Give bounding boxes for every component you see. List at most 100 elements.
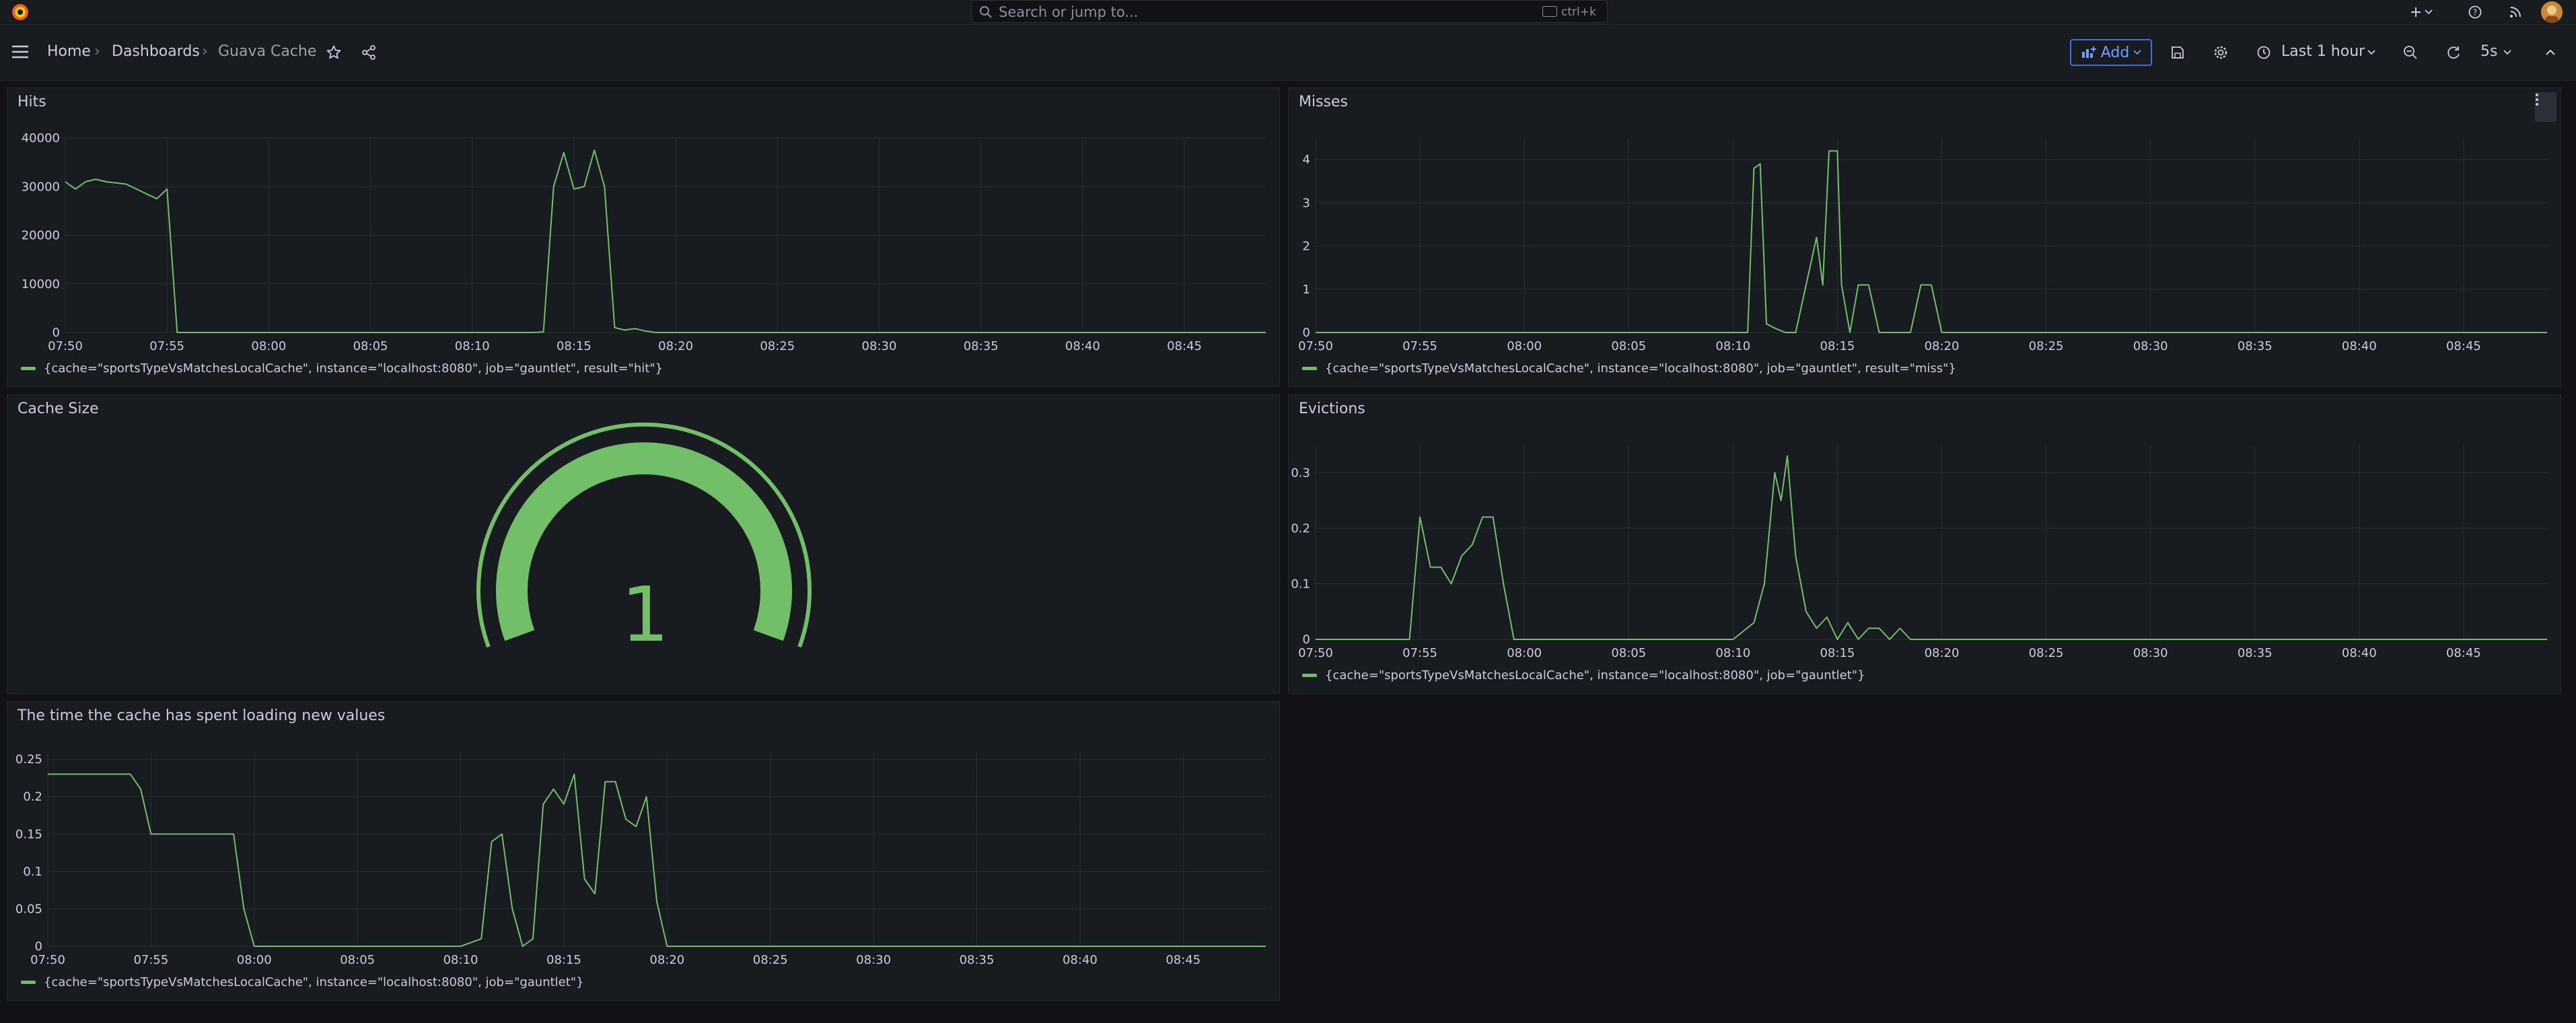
- x-tick-label: 08:45: [1166, 953, 1201, 967]
- y-tick-label: 0: [35, 940, 42, 954]
- x-tick-label: 07:55: [1402, 339, 1437, 353]
- panel-title: Cache Size: [17, 400, 99, 417]
- legend-item[interactable]: {cache="sportsTypeVsMatchesLocalCache", …: [21, 975, 584, 989]
- evictions-chart[interactable]: 0 0.1 0.2 0.3 07:50 07:55 08:00 08:05 08:10 08:15…: [1289, 395, 2562, 695]
- x-tick-label: 08:40: [1065, 339, 1100, 353]
- x-tick-label: 08:15: [1820, 339, 1855, 353]
- collapse-toolbar-button[interactable]: [2540, 42, 2561, 63]
- chevron-down-icon: [2133, 50, 2141, 55]
- x-tick-label: 08:00: [1507, 339, 1542, 353]
- panel-evictions[interactable]: Evictions 0 0.1 0.2 0.3 07:50 07:55 08:00 08:05…: [1288, 394, 2561, 694]
- y-tick-label: 10000: [22, 277, 60, 291]
- legend-item[interactable]: {cache="sportsTypeVsMatchesLocalCache", …: [21, 361, 663, 376]
- legend-label: {cache="sportsTypeVsMatchesLocalCache", …: [44, 975, 584, 989]
- x-tick-label: 08:35: [2238, 339, 2273, 353]
- time-range-label: Last 1 hour: [2281, 43, 2365, 60]
- series-line[interactable]: [1316, 150, 2547, 333]
- legend-label: {cache="sportsTypeVsMatchesLocalCache", …: [1325, 361, 1956, 376]
- x-tick-label: 08:30: [856, 953, 891, 967]
- gear-icon: [2214, 46, 2227, 59]
- panel-title: Hits: [17, 94, 46, 110]
- add-button-label: Add: [2100, 44, 2130, 61]
- svg-text:?: ?: [2473, 8, 2477, 17]
- x-tick-label: 08:05: [1611, 646, 1646, 660]
- y-tick-label: 0.1: [23, 865, 42, 879]
- share-button[interactable]: [358, 42, 380, 63]
- legend-label: {cache="sportsTypeVsMatchesLocalCache", …: [44, 361, 664, 376]
- x-tick-label: 08:05: [1611, 339, 1646, 353]
- star-button[interactable]: [323, 42, 345, 63]
- x-tick-label: 08:20: [658, 339, 693, 353]
- x-tick-label: 08:25: [753, 953, 788, 967]
- plus-icon: [2411, 7, 2421, 17]
- x-tick-label: 08:00: [1507, 646, 1542, 660]
- y-tick-label: 0.2: [23, 790, 42, 804]
- panel-hits[interactable]: Hits 0 10000 20000 30000 40000 07:50 07:55 08:0…: [7, 87, 1280, 387]
- save-dashboard-button[interactable]: [2167, 42, 2188, 63]
- misses-chart[interactable]: 0 1 2 3 4 07:50 07:55 08:00 08:05 08:10 08:15 08:20…: [1289, 88, 2562, 388]
- panel-misses[interactable]: Misses 0 1 2 3 4 07:50 07:55 08:00 08:05 08:10 08:…: [1288, 87, 2561, 387]
- x-tick-label: 08:35: [960, 953, 995, 967]
- search-input[interactable]: Search or jump to... ctrl+k: [971, 0, 1608, 23]
- breadcrumb-home[interactable]: Home: [47, 43, 91, 60]
- series-line[interactable]: [1316, 455, 2547, 640]
- panel-menu-button[interactable]: [2535, 92, 2556, 122]
- y-tick-label: 0.25: [15, 752, 42, 767]
- x-tick-label: 08:45: [1167, 339, 1202, 353]
- gauge-value: 1: [621, 571, 670, 659]
- panel-title: Evictions: [1299, 400, 1365, 417]
- dashboard-nav-bar: [0, 25, 2576, 81]
- search-shortcut: ctrl+k: [1561, 5, 1596, 19]
- help-icon[interactable]: ?: [2466, 3, 2484, 22]
- share-icon: [362, 45, 375, 60]
- x-tick-label: 07:50: [1298, 646, 1333, 660]
- gauge-fill-arc: [496, 442, 792, 641]
- zoom-out-button[interactable]: [2400, 42, 2421, 63]
- clock-icon: [2253, 42, 2275, 63]
- add-button[interactable]: Add: [2070, 39, 2152, 66]
- x-tick-label: 08:00: [237, 953, 272, 967]
- y-tick-label: 3: [1303, 196, 1310, 210]
- x-tick-label: 08:45: [2446, 646, 2481, 660]
- x-tick-label: 08:25: [760, 339, 795, 353]
- new-menu-button[interactable]: [2406, 3, 2425, 22]
- top-bar: Search or jump to... ctrl+k ?: [0, 0, 2576, 25]
- breadcrumb-dashboards[interactable]: Dashboards: [112, 43, 200, 60]
- chevron-down-icon: [2365, 42, 2378, 63]
- series-line[interactable]: [65, 149, 1266, 333]
- cache-size-gauge: [476, 422, 812, 648]
- x-tick-label: 08:35: [2238, 646, 2273, 660]
- panel-load-time[interactable]: The time the cache has spent loading new…: [7, 701, 1280, 1001]
- search-placeholder: Search or jump to...: [999, 4, 1139, 20]
- x-tick-label: 07:55: [1402, 646, 1437, 660]
- legend-item[interactable]: {cache="sportsTypeVsMatchesLocalCache", …: [1302, 361, 1956, 376]
- series-line[interactable]: [48, 773, 1266, 947]
- x-tick-label: 07:50: [1298, 339, 1333, 353]
- x-tick-label: 08:35: [964, 339, 999, 353]
- refresh-button[interactable]: [2443, 42, 2464, 63]
- hamburger-menu-icon[interactable]: [9, 41, 31, 63]
- y-tick-label: 2: [1303, 240, 1310, 254]
- chevron-down-icon[interactable]: [2423, 3, 2435, 22]
- panel-cache-size[interactable]: Cache Size 1: [7, 394, 1280, 694]
- hits-chart[interactable]: 0 10000 20000 30000 40000 07:50 07:55 08:00 08:0…: [7, 88, 1281, 388]
- kebab-menu-icon: [2536, 94, 2538, 106]
- panel-title: Misses: [1299, 94, 1349, 110]
- y-tick-label: 0.05: [15, 902, 42, 916]
- grafana-logo-icon[interactable]: [9, 1, 31, 23]
- x-tick-label: 07:55: [133, 953, 168, 967]
- load-time-chart[interactable]: 0 0.05 0.1 0.15 0.2 0.25 07:50 07:55 08:00 08:05 0…: [7, 702, 1281, 1001]
- x-tick-label: 08:00: [251, 339, 286, 353]
- legend-item[interactable]: {cache="sportsTypeVsMatchesLocalCache", …: [1302, 668, 1865, 682]
- settings-button[interactable]: [2210, 42, 2231, 63]
- x-tick-label: 08:30: [2133, 339, 2168, 353]
- avatar[interactable]: [2541, 1, 2563, 23]
- x-tick-label: 08:40: [2342, 339, 2377, 353]
- x-tick-label: 08:45: [2446, 339, 2481, 353]
- chevron-down-icon: [2501, 42, 2514, 63]
- x-tick-label: 08:30: [862, 339, 897, 353]
- rss-icon[interactable]: [2506, 3, 2525, 22]
- x-tick-label: 08:10: [1715, 646, 1750, 660]
- y-tick-label: 0: [52, 326, 60, 340]
- x-tick-label: 08:15: [1820, 646, 1855, 660]
